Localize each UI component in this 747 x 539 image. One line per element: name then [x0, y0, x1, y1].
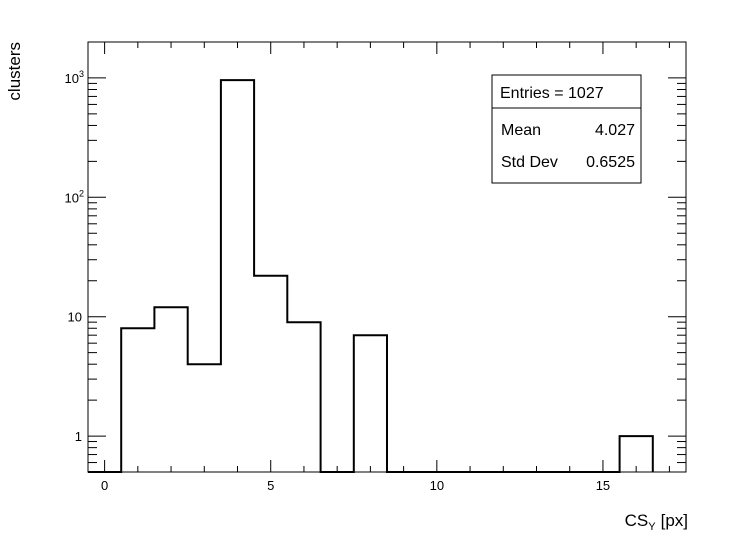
stats-box: Entries = 1027 Mean 4.027 Std Dev 0.6525 — [491, 74, 642, 184]
x-tick-label: 0 — [101, 478, 108, 493]
y-tick-label: 103 — [65, 69, 84, 86]
stats-stddev-value: 0.6525 — [586, 154, 635, 171]
y-tick-labels: 1 10 102 103 — [65, 69, 84, 444]
x-tick-label: 5 — [267, 478, 274, 493]
stats-mean-label: Mean — [501, 122, 541, 139]
stats-entries: Entries = 1027 — [500, 85, 604, 102]
x-tick-label: 10 — [430, 478, 444, 493]
x-axis-title-subscript: Y — [648, 521, 656, 533]
y-tick-label: 102 — [65, 188, 84, 205]
y-tick-label: 1 — [75, 429, 82, 444]
x-tick-label: 15 — [596, 478, 610, 493]
x-axis-title-main: CS — [625, 511, 649, 530]
plot-frame — [87, 41, 687, 473]
y-axis-title: clusters — [5, 42, 24, 101]
x-axis-title-unit: [px] — [661, 511, 688, 530]
stats-box-frame — [491, 74, 642, 184]
stats-mean-value: 4.027 — [595, 122, 635, 139]
x-tick-labels: 0 5 10 15 — [101, 478, 610, 493]
y-tick-label: 10 — [68, 310, 82, 325]
x-axis-title: CSY [px] — [625, 511, 688, 533]
stats-stddev-label: Std Dev — [501, 154, 558, 171]
